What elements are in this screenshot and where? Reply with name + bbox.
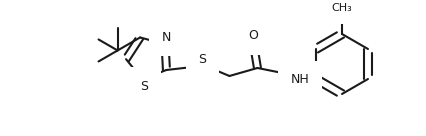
- Text: NH: NH: [291, 73, 309, 86]
- Text: N: N: [161, 31, 171, 44]
- Text: O: O: [248, 30, 259, 42]
- Text: S: S: [140, 80, 148, 93]
- Text: S: S: [199, 53, 207, 67]
- Text: CH₃: CH₃: [331, 3, 352, 13]
